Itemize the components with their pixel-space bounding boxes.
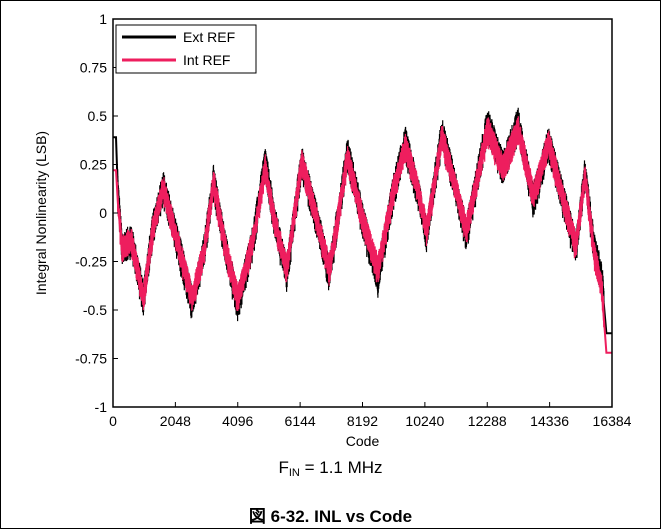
y-tick-label: 0.75 <box>80 60 107 76</box>
figure-caption: 図 6-32. INL vs Code <box>248 507 413 526</box>
x-tick-label: 8192 <box>347 413 378 429</box>
y-tick-label: 0.5 <box>88 108 108 124</box>
x-tick-label: 12288 <box>468 413 507 429</box>
x-tick-label: 10240 <box>405 413 444 429</box>
x-tick-label: 2048 <box>160 413 191 429</box>
y-tick-label: 1 <box>99 11 107 27</box>
y-tick-label: -0.5 <box>83 302 107 318</box>
x-tick-label: 0 <box>109 413 117 429</box>
series-layer <box>113 107 612 354</box>
x-tick-label: 16384 <box>593 413 632 429</box>
legend-label-ext-ref: Ext REF <box>183 29 235 45</box>
y-axis-label: Integral Nonlinearity (LSB) <box>33 131 49 295</box>
y-tick-label: 0 <box>99 205 107 221</box>
x-tick-label: 6144 <box>285 413 316 429</box>
legend-box <box>115 24 257 74</box>
y-tick-label: -1 <box>95 399 108 415</box>
condition-value: = 1.1 MHz <box>299 458 383 477</box>
x-axis-label: Code <box>346 433 380 449</box>
y-tick-label: -0.75 <box>75 351 107 367</box>
ticks-layer: 0 2048 4096 6144 8192 10240 12288 14336 16384 1 0.… <box>75 11 632 429</box>
x-tick-label: 14336 <box>530 413 569 429</box>
condition-symbol: F <box>278 458 289 477</box>
test-condition: FIN = 1.1 MHz <box>0 458 661 479</box>
y-tick-label: -0.25 <box>75 254 107 270</box>
legend: Ext REF Int REF <box>115 24 257 74</box>
legend-label-int-ref: Int REF <box>183 52 230 68</box>
x-tick-label: 4096 <box>222 413 253 429</box>
series-line-int-ref <box>113 128 612 354</box>
y-tick-label: 0.25 <box>80 157 107 173</box>
condition-subscript: IN <box>288 467 300 479</box>
